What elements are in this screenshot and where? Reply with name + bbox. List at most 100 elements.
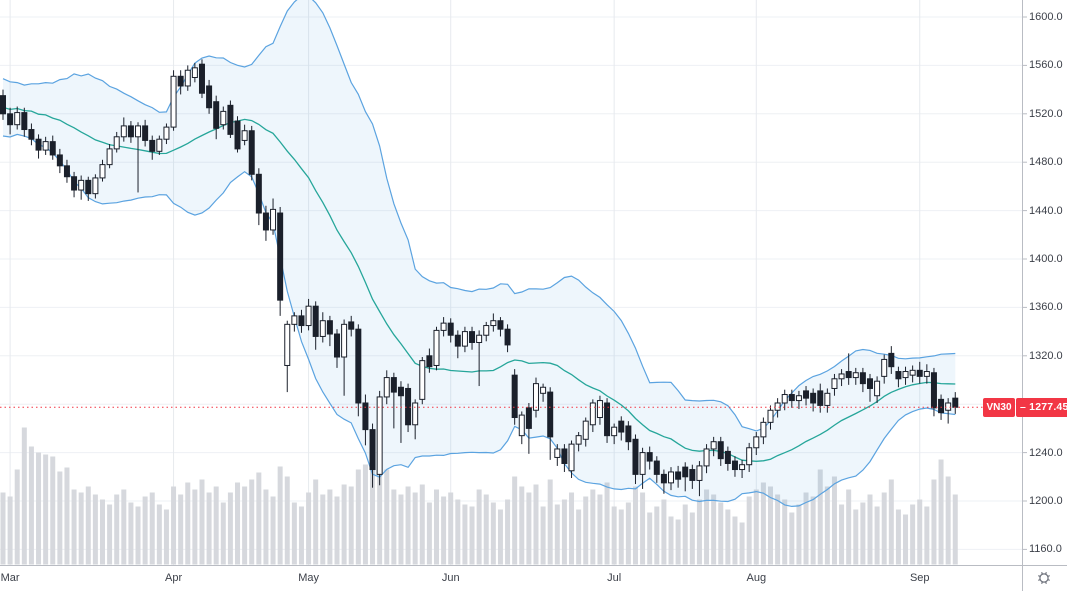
volume-bar <box>192 489 198 565</box>
volume-bar <box>377 452 383 565</box>
candle-body <box>170 75 177 128</box>
candle-body <box>660 473 667 484</box>
volume-layer <box>0 427 958 565</box>
candle-body <box>454 334 461 347</box>
time-axis-label: Aug <box>746 572 767 584</box>
volume-bar <box>327 489 333 565</box>
candle-body <box>668 471 675 484</box>
candle-body <box>604 402 611 437</box>
candle-body <box>469 331 476 343</box>
volume-bar <box>796 504 802 565</box>
candle-body <box>497 320 504 330</box>
candle-body <box>198 63 205 94</box>
candle-body <box>938 398 945 414</box>
candle-body <box>56 154 63 167</box>
volume-bar <box>704 489 710 565</box>
candle-body <box>547 391 554 438</box>
volume-bar <box>725 509 731 565</box>
bollinger-fill <box>3 0 956 507</box>
candle-body <box>888 352 895 368</box>
volume-bar <box>448 492 454 565</box>
candle-body <box>909 369 916 376</box>
candle-body <box>675 471 682 480</box>
volume-bar <box>561 499 567 565</box>
axis-settings-button[interactable] <box>1032 567 1056 588</box>
candle-body <box>28 129 35 140</box>
bollinger-lower-line <box>2 133 956 508</box>
candle-body <box>625 425 632 443</box>
candle-body <box>461 331 468 347</box>
candle-body <box>127 125 134 138</box>
candle-body <box>14 112 21 126</box>
symbol-price-tag: VN30 <box>983 397 1015 417</box>
volume-bar <box>171 486 177 565</box>
candle-body <box>845 371 852 379</box>
volume-bar <box>803 492 809 565</box>
volume-bar <box>895 509 901 565</box>
volume-bar <box>199 479 205 565</box>
candle-body <box>298 315 305 327</box>
volume-bar <box>654 506 660 565</box>
candle-body <box>220 110 227 126</box>
candle-body <box>476 334 483 343</box>
volume-bar <box>355 469 361 565</box>
volume-bar <box>142 496 148 565</box>
volume-bar <box>227 492 233 565</box>
volume-bar <box>320 494 326 565</box>
volume-bar <box>298 506 304 565</box>
volume-bar <box>99 499 105 565</box>
volume-bar <box>92 494 98 565</box>
volume-bar <box>0 492 6 565</box>
candle-body <box>291 315 298 325</box>
candle-body <box>753 436 760 449</box>
volume-bar <box>391 489 397 565</box>
volume-bar <box>768 486 774 565</box>
candle-body <box>945 402 952 411</box>
volume-bar <box>284 476 290 565</box>
time-axis-label: Jun <box>441 572 460 584</box>
candle-body <box>952 397 959 408</box>
candle-body <box>99 164 106 179</box>
volume-bar <box>277 466 283 565</box>
symbol-label: VN30 <box>986 401 1012 413</box>
candle-body <box>781 394 788 404</box>
candle-body <box>142 125 149 141</box>
volume-bar <box>348 486 354 565</box>
candle-body <box>78 179 85 191</box>
volume-bar <box>291 502 297 565</box>
candle-body <box>717 441 724 460</box>
candle-body <box>248 130 255 175</box>
candle-body <box>397 386 404 397</box>
candle-body <box>682 466 689 478</box>
volume-bar <box>313 479 319 565</box>
candles-layer <box>0 59 959 497</box>
candle-body <box>383 377 390 398</box>
volume-bar <box>938 459 944 565</box>
candle-body <box>767 409 774 423</box>
volume-bar <box>206 492 212 565</box>
candle-body <box>540 386 547 394</box>
volume-bar <box>270 496 276 565</box>
candle-body <box>255 173 262 214</box>
volume-bar <box>263 489 269 565</box>
volume-bar <box>419 484 425 565</box>
candle-body <box>369 429 376 471</box>
volume-bar <box>640 492 646 565</box>
candle-body <box>35 138 42 151</box>
candle-body <box>803 390 810 399</box>
candle-body <box>739 464 746 471</box>
candle-body <box>788 394 795 402</box>
candle-body <box>746 447 753 466</box>
volume-bar <box>412 492 418 565</box>
volume-bar <box>775 494 781 565</box>
volume-bar <box>839 504 845 565</box>
candle-body <box>554 448 561 458</box>
volume-bar <box>824 486 830 565</box>
price-axis-label: 1560.0 <box>1029 59 1063 72</box>
volume-bar <box>668 516 674 565</box>
price-axis-label: 1520.0 <box>1029 107 1063 120</box>
volume-bar <box>860 502 866 565</box>
